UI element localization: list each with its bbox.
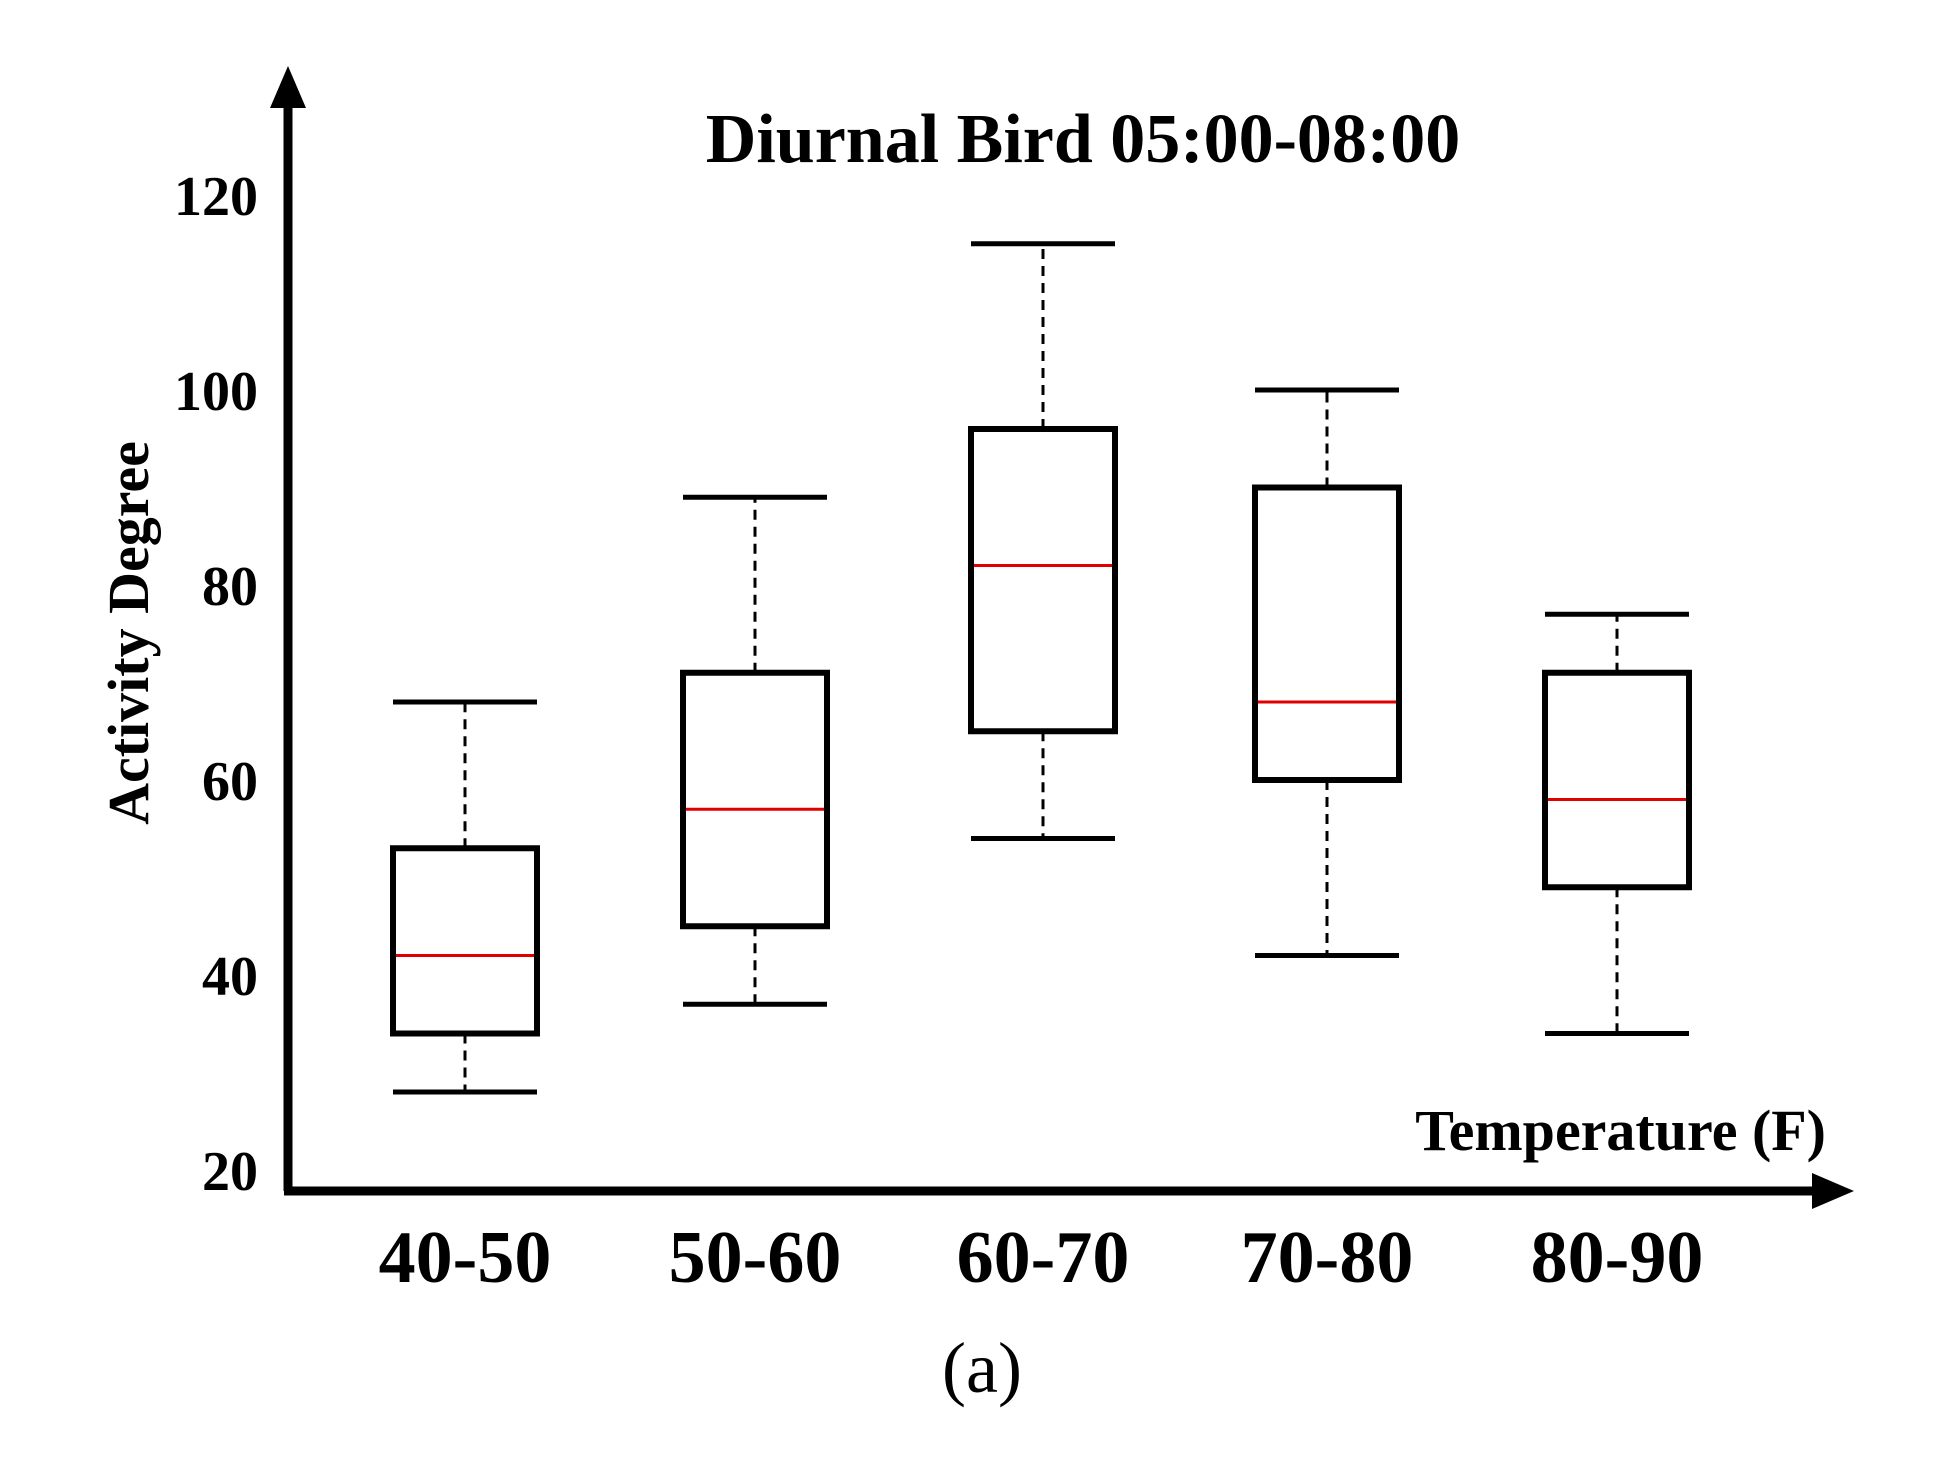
box-60-70 — [968, 241, 1118, 841]
x-axis-label: Temperature (F) — [1415, 1098, 1826, 1163]
x-axis-categories: 40-50 50-60 60-70 70-80 80-90 — [379, 1217, 1704, 1299]
y-tick-label-20: 20 — [202, 1141, 258, 1203]
box-plot-marks — [390, 241, 1692, 1095]
iqr-box-70-80 — [1252, 484, 1402, 783]
iqr-box-80-90 — [1542, 669, 1692, 891]
y-axis-label: Activity Degree — [96, 441, 161, 825]
x-category-label-60-70: 60-70 — [957, 1217, 1130, 1299]
figure-caption: (a) — [942, 1328, 1022, 1408]
box-80-90 — [1542, 611, 1692, 1036]
y-tick-label-100: 100 — [174, 361, 258, 423]
y-axis-arrowhead — [270, 66, 306, 108]
iqr-box-40-50 — [390, 845, 540, 1037]
box-50-60 — [680, 494, 830, 1007]
x-axis-arrowhead — [1812, 1173, 1854, 1209]
box-70-80 — [1252, 387, 1402, 958]
x-category-label-40-50: 40-50 — [379, 1217, 552, 1299]
y-tick-label-80: 80 — [202, 556, 258, 618]
chart-axes — [270, 66, 1854, 1209]
chart-title: Diurnal Bird 05:00-08:00 — [706, 101, 1460, 178]
y-axis-ticks: 20 40 60 80 100 120 — [174, 166, 258, 1203]
y-tick-label-120: 120 — [174, 166, 258, 228]
iqr-box-60-70 — [968, 426, 1118, 735]
x-category-label-50-60: 50-60 — [669, 1217, 842, 1299]
iqr-box-50-60 — [680, 669, 830, 930]
x-category-label-70-80: 70-80 — [1241, 1217, 1414, 1299]
x-category-label-80-90: 80-90 — [1531, 1217, 1704, 1299]
box-40-50 — [390, 699, 540, 1095]
y-tick-label-40: 40 — [202, 946, 258, 1008]
y-tick-label-60: 60 — [202, 751, 258, 813]
